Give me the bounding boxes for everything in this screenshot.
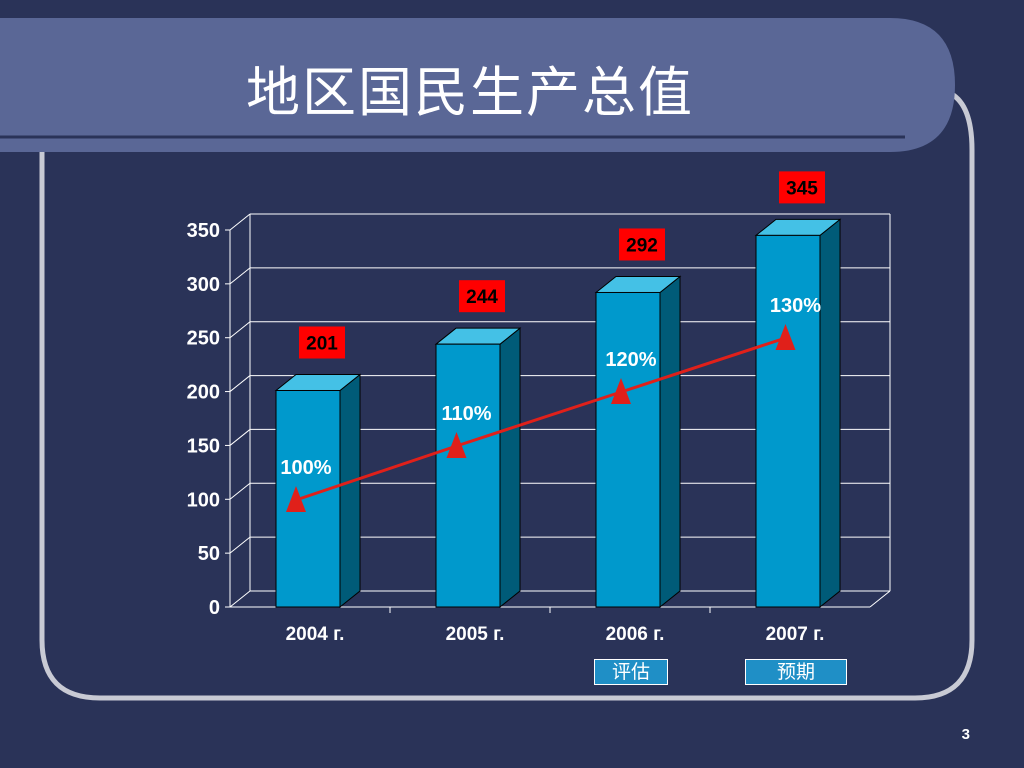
chart-area: 0 50 100 150 200 250 300 350 201 244 292 345 100% 110… xyxy=(187,171,891,619)
gridline-side xyxy=(229,321,251,339)
floor-edge xyxy=(869,590,891,608)
gridline-side xyxy=(229,590,251,608)
y-tick-label: 250 xyxy=(187,328,220,350)
x-tick-label: 2007 г. xyxy=(765,624,825,645)
growth-line xyxy=(295,336,786,502)
x-tick-label: 2004 г. xyxy=(285,624,345,645)
bar xyxy=(435,343,501,608)
value-label: 292 xyxy=(626,235,658,256)
growth-label: 110% xyxy=(441,403,491,425)
y-tick-label: 100 xyxy=(187,489,220,511)
gridline-side xyxy=(229,536,251,554)
bar xyxy=(275,389,341,608)
y-tick-label: 300 xyxy=(187,274,220,296)
y-tick-label: 150 xyxy=(187,435,220,457)
x-tick-note-box: 评估 xyxy=(594,659,668,685)
growth-label: 130% xyxy=(770,295,821,317)
growth-marker xyxy=(286,486,306,512)
y-tick-label: 50 xyxy=(198,543,220,565)
value-label-box xyxy=(619,228,665,261)
growth-label: 100% xyxy=(280,457,331,479)
growth-marker xyxy=(446,432,467,458)
bar-side xyxy=(499,327,521,609)
title-band xyxy=(0,18,955,152)
slide-frame xyxy=(39,87,975,701)
gridline-side xyxy=(229,375,251,392)
value-label: 345 xyxy=(786,178,818,199)
y-tick-label: 350 xyxy=(187,220,220,242)
x-tick-label: 2006 г. xyxy=(605,624,665,645)
gridline-side xyxy=(229,267,251,285)
x-tick-note-box: 预期 xyxy=(745,659,847,685)
value-label-box xyxy=(779,171,825,204)
y-tick-label: 200 xyxy=(187,382,220,404)
y-tick-label: 0 xyxy=(209,597,220,619)
value-label-box xyxy=(299,326,345,359)
growth-marker xyxy=(611,378,631,404)
bar xyxy=(595,291,661,608)
gridline-side xyxy=(229,429,251,446)
growth-label: 120% xyxy=(605,349,656,371)
x-tick-label: 2005 г. xyxy=(445,624,505,645)
bar xyxy=(755,234,821,608)
gridline-side xyxy=(229,482,251,500)
value-label: 201 xyxy=(306,333,338,354)
value-label: 244 xyxy=(466,287,498,308)
bar-side xyxy=(339,373,361,609)
page-number: 3 xyxy=(961,726,970,743)
value-label-box xyxy=(459,280,505,313)
bar-side xyxy=(819,218,841,609)
gridline-side xyxy=(229,213,251,231)
slide-title: 地区国民生产总值 xyxy=(246,61,694,124)
bar-side xyxy=(659,275,681,609)
growth-marker xyxy=(775,324,796,350)
